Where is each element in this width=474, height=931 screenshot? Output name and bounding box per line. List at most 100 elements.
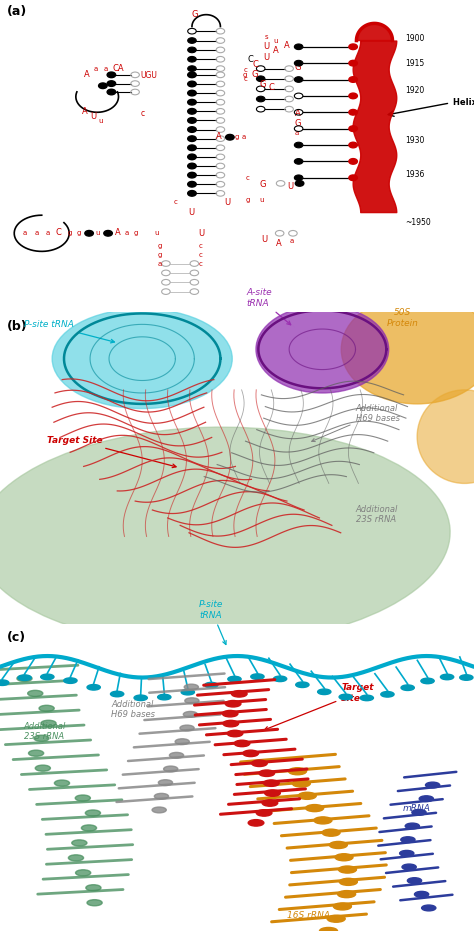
Text: c: c: [141, 109, 145, 118]
Ellipse shape: [227, 730, 243, 736]
Circle shape: [188, 66, 196, 72]
Ellipse shape: [164, 766, 178, 772]
Ellipse shape: [28, 750, 44, 756]
Text: U: U: [90, 113, 96, 121]
Ellipse shape: [440, 674, 454, 680]
Circle shape: [99, 83, 107, 88]
Text: G: G: [260, 80, 266, 88]
Ellipse shape: [414, 891, 428, 897]
Text: U: U: [224, 197, 230, 207]
Circle shape: [188, 38, 196, 44]
Ellipse shape: [337, 891, 356, 897]
Text: a: a: [242, 134, 246, 140]
Ellipse shape: [0, 427, 450, 646]
Ellipse shape: [68, 855, 83, 861]
Text: (a): (a): [7, 5, 27, 18]
Ellipse shape: [292, 780, 310, 787]
Ellipse shape: [460, 675, 473, 681]
Ellipse shape: [256, 810, 272, 816]
Ellipse shape: [273, 676, 287, 681]
Text: u: u: [273, 38, 278, 44]
Ellipse shape: [17, 675, 32, 681]
Text: Additional
23S rRNA: Additional 23S rRNA: [24, 722, 66, 741]
Text: c: c: [174, 199, 178, 205]
Text: 50S
Protein: 50S Protein: [387, 308, 419, 328]
Ellipse shape: [18, 675, 31, 681]
Text: (c): (c): [7, 631, 26, 644]
Circle shape: [256, 76, 265, 82]
Text: G: G: [191, 9, 198, 19]
Ellipse shape: [34, 735, 49, 741]
Ellipse shape: [75, 870, 91, 876]
Circle shape: [295, 181, 304, 186]
Circle shape: [256, 96, 265, 101]
Text: C: C: [247, 55, 253, 63]
Ellipse shape: [27, 691, 43, 696]
Circle shape: [349, 110, 357, 115]
Ellipse shape: [185, 698, 199, 704]
Ellipse shape: [225, 700, 241, 707]
Ellipse shape: [264, 780, 279, 787]
Circle shape: [226, 134, 234, 140]
Ellipse shape: [134, 695, 147, 701]
Text: C: C: [252, 61, 258, 70]
Ellipse shape: [381, 692, 394, 697]
Circle shape: [349, 44, 357, 49]
Text: G: G: [260, 180, 266, 188]
Ellipse shape: [228, 676, 241, 681]
Ellipse shape: [262, 800, 278, 806]
Text: A-site
tRNA: A-site tRNA: [246, 289, 291, 325]
Text: A: A: [284, 41, 290, 49]
Text: U: U: [188, 209, 194, 217]
Circle shape: [188, 109, 196, 115]
Text: A: A: [82, 107, 87, 116]
Circle shape: [188, 145, 196, 151]
Text: g: g: [235, 134, 239, 140]
Ellipse shape: [52, 309, 232, 409]
Circle shape: [349, 76, 357, 82]
Text: 1930: 1930: [405, 136, 425, 145]
Circle shape: [188, 127, 196, 132]
Text: Additional
H69 bases: Additional H69 bases: [111, 700, 155, 720]
Circle shape: [349, 142, 357, 148]
Text: 1915: 1915: [405, 60, 425, 69]
Text: g: g: [77, 230, 81, 236]
Ellipse shape: [86, 884, 101, 891]
Ellipse shape: [35, 765, 50, 771]
Text: U: U: [264, 53, 269, 62]
Text: Target
Site: Target Site: [264, 683, 374, 730]
Ellipse shape: [152, 807, 166, 813]
Ellipse shape: [338, 866, 356, 873]
Circle shape: [294, 175, 303, 181]
Ellipse shape: [401, 837, 415, 843]
Text: A: A: [84, 70, 90, 79]
Ellipse shape: [158, 695, 171, 700]
Text: A: A: [115, 227, 120, 236]
Text: G: G: [295, 118, 301, 128]
Circle shape: [188, 163, 196, 169]
Text: a: a: [23, 230, 27, 236]
Ellipse shape: [322, 830, 340, 836]
Text: c: c: [198, 252, 202, 258]
Text: A: A: [273, 46, 279, 55]
Text: a: a: [103, 65, 108, 72]
Ellipse shape: [264, 789, 280, 796]
Ellipse shape: [223, 721, 238, 727]
Text: G: G: [252, 71, 258, 79]
Text: u: u: [260, 197, 264, 203]
Text: g: g: [243, 73, 247, 78]
Ellipse shape: [314, 816, 332, 824]
Circle shape: [188, 172, 196, 178]
Ellipse shape: [360, 695, 374, 701]
Text: u: u: [96, 230, 100, 236]
Ellipse shape: [327, 915, 345, 923]
Text: a: a: [295, 129, 299, 136]
Ellipse shape: [0, 680, 9, 685]
Ellipse shape: [417, 390, 474, 483]
Ellipse shape: [329, 842, 347, 848]
Text: c: c: [244, 67, 247, 74]
Circle shape: [188, 47, 196, 53]
Ellipse shape: [318, 689, 331, 695]
Text: u: u: [99, 118, 103, 124]
Polygon shape: [356, 23, 392, 41]
